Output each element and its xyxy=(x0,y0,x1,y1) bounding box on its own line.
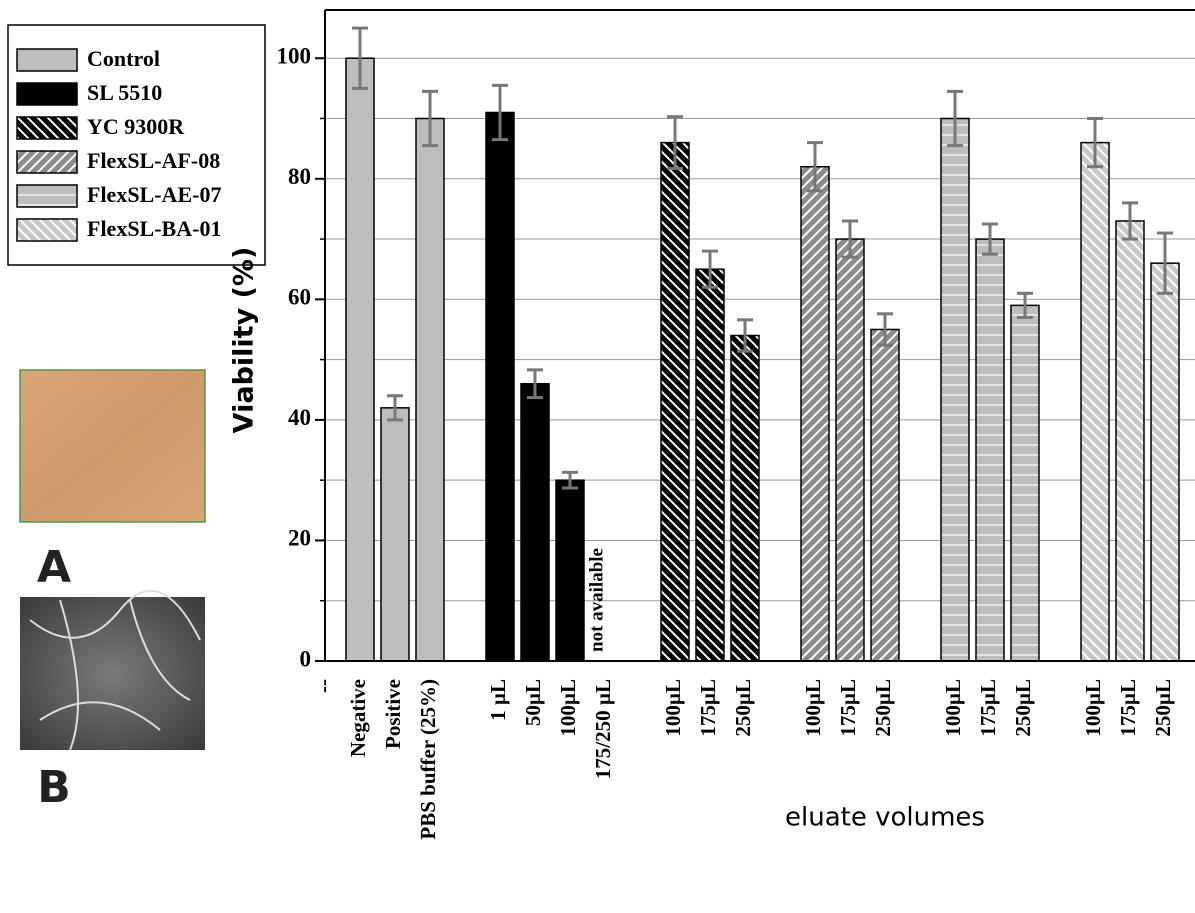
x-tick-label: Positive xyxy=(381,679,405,749)
legend-swatch xyxy=(16,82,78,106)
y-tick-label: 100 xyxy=(277,44,312,69)
legend-swatch xyxy=(16,116,78,140)
legend-label: FlexSL-BA-01 xyxy=(87,216,221,241)
bar xyxy=(555,479,585,662)
y-tick-label: 60 xyxy=(288,285,311,310)
x-axis-title: eluate volumes xyxy=(785,803,985,833)
error-bar xyxy=(737,318,753,353)
x-tick-label: 175µL xyxy=(836,679,860,737)
y-tick-label: 0 xyxy=(300,646,312,671)
x-tick-label: 1 µL xyxy=(486,679,510,721)
legend-label: SL 5510 xyxy=(87,80,162,105)
error-bar xyxy=(422,89,438,148)
legend-swatch xyxy=(16,184,78,208)
x-tick-label: 100µL xyxy=(661,679,685,737)
y-tick-label: 80 xyxy=(288,164,311,189)
bar xyxy=(415,117,445,662)
legend-label: FlexSL-AE-07 xyxy=(87,182,221,207)
bar xyxy=(380,407,410,662)
error-bar xyxy=(1087,117,1103,169)
micrograph-a xyxy=(19,369,206,523)
micrograph-b-texture xyxy=(29,589,201,751)
x-tick-label: 100µL xyxy=(941,679,965,737)
error-bar xyxy=(842,219,858,259)
error-bar xyxy=(1017,291,1033,319)
bar xyxy=(345,57,375,662)
bar xyxy=(1080,141,1110,662)
error-bar xyxy=(562,470,578,490)
x-tick-label: 100µL xyxy=(801,679,825,737)
legend-swatch xyxy=(16,218,78,242)
bar xyxy=(520,382,550,662)
x-tick-label: 250µL xyxy=(871,679,895,737)
x-tick-label: 175µL xyxy=(696,679,720,737)
x-tick-label: 250µL xyxy=(731,679,755,737)
micrograph-b xyxy=(20,597,205,750)
error-bar xyxy=(492,83,508,142)
x-tick-label: 250µL xyxy=(1151,679,1175,737)
bar xyxy=(730,334,760,662)
bar xyxy=(1115,220,1145,662)
error-bar xyxy=(667,115,683,171)
y-tick-label: 40 xyxy=(288,405,311,430)
x-tick-label: 175µL xyxy=(976,679,1000,737)
bar xyxy=(940,117,970,662)
bar xyxy=(870,328,900,662)
y-axis-title: Viability (%) xyxy=(229,247,260,434)
error-bar xyxy=(877,312,893,347)
bar xyxy=(835,238,865,662)
error-bar xyxy=(702,249,718,289)
x-tick-label: 175/250 µL xyxy=(591,679,615,779)
x-tick-label: 50µL xyxy=(521,679,545,726)
legend-label: Control xyxy=(87,46,160,71)
y-tick-label: 20 xyxy=(288,526,311,551)
x-tick-label: PBS buffer (25%) xyxy=(416,679,440,840)
bar xyxy=(975,238,1005,662)
x-tick-label: 100µL xyxy=(1081,679,1105,737)
error-bar xyxy=(1122,201,1138,241)
bar xyxy=(695,268,725,662)
error-bar xyxy=(947,89,963,148)
error-bar xyxy=(387,394,403,422)
x-tick-label: 250µL xyxy=(1011,679,1035,737)
error-bar xyxy=(352,26,368,90)
legend-label: YC 9300R xyxy=(87,114,185,139)
bar xyxy=(1150,262,1180,662)
bar xyxy=(660,141,690,662)
x-tick-label: 100µL xyxy=(556,679,580,737)
legend-label: FlexSL-AF-08 xyxy=(87,148,220,173)
error-bar xyxy=(527,368,543,400)
x-tick-label: 175µL xyxy=(1116,679,1140,737)
error-bar xyxy=(807,141,823,193)
bar xyxy=(1010,304,1040,662)
x-tick-label: -- xyxy=(311,679,335,693)
x-tick-label: Negative xyxy=(346,679,370,757)
bar xyxy=(800,165,830,662)
error-bar xyxy=(982,222,998,256)
legend-swatch xyxy=(16,48,78,72)
annotation: not available xyxy=(586,548,607,652)
error-bar xyxy=(1157,231,1173,295)
legend-swatch xyxy=(16,150,78,174)
panel-label: B xyxy=(37,762,71,813)
bar xyxy=(485,111,515,662)
panel-label: A xyxy=(37,542,71,593)
